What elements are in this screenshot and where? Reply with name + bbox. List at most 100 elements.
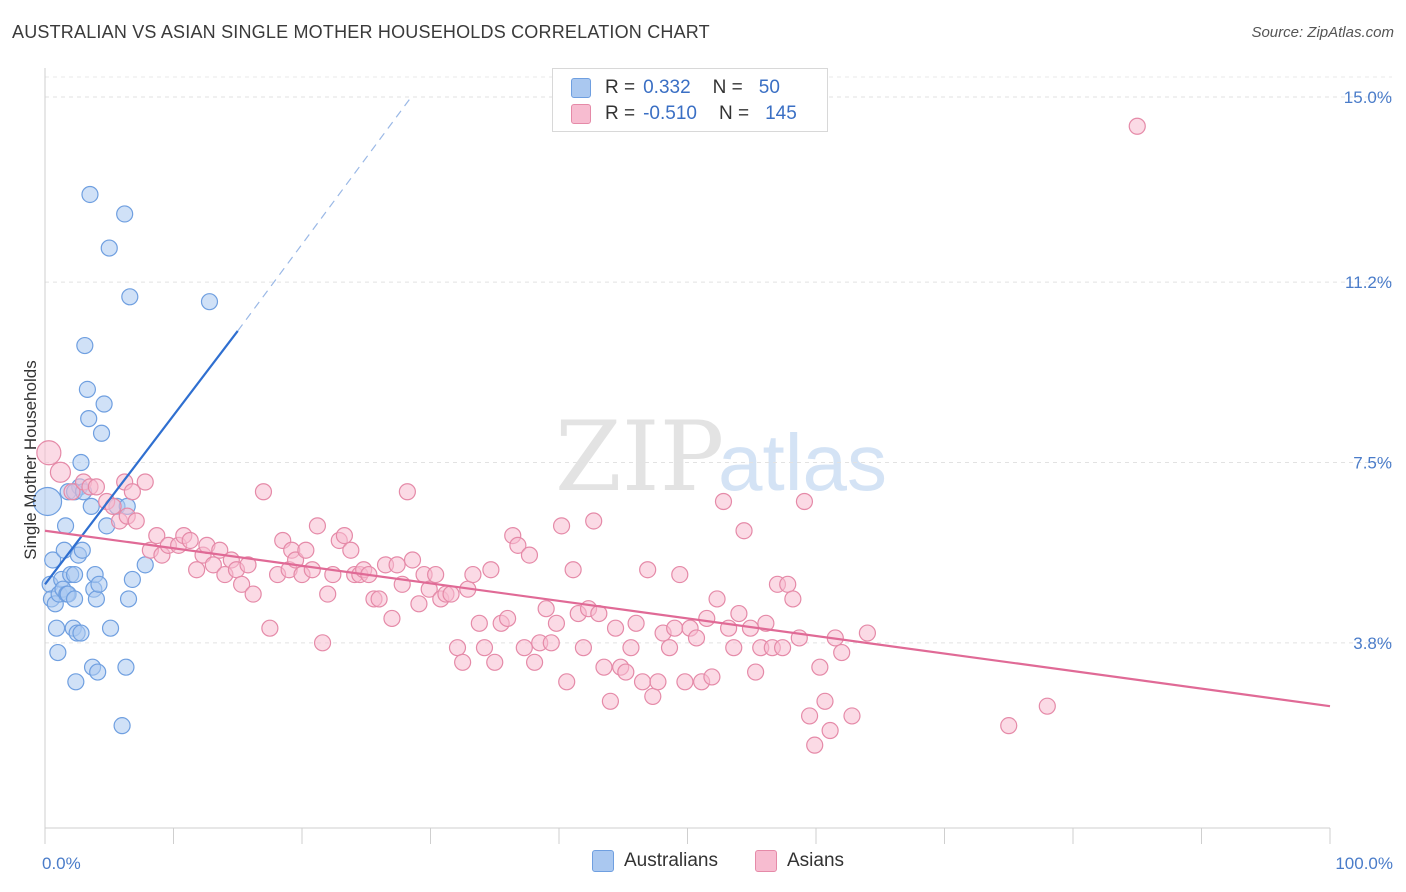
asians-point [795, 492, 814, 511]
y-tick-label: 3.8% [1353, 634, 1392, 653]
asians-point [633, 673, 652, 691]
australians-point [87, 590, 106, 608]
australians-point [116, 205, 134, 223]
asians-point [410, 595, 428, 613]
australians-point [73, 541, 91, 559]
series-label-australians: Australians [624, 850, 718, 871]
legend-r-value: -0.510 [643, 103, 697, 124]
asians-point [454, 653, 472, 671]
asians-point [482, 561, 500, 579]
asians-point [714, 492, 733, 511]
asians-point [703, 668, 721, 686]
asians-point [811, 658, 829, 676]
legend-r-label: R = [605, 77, 636, 98]
series-legend: Australians Asians [0, 850, 1406, 878]
asians-point [843, 707, 861, 725]
asians-point [509, 536, 527, 554]
x-tick-label: 0.0% [42, 854, 81, 873]
chart-title: AUSTRALIAN VS ASIAN SINGLE MOTHER HOUSEH… [12, 22, 710, 42]
legend-n-value: 50 [758, 77, 780, 98]
watermark-atlas: atlas [718, 418, 887, 507]
asians-point [547, 614, 566, 632]
asians-trendline [44, 529, 1331, 708]
asians-point [181, 531, 199, 550]
asians-point [671, 565, 689, 584]
australians-point [80, 410, 98, 428]
australians-point [117, 658, 135, 676]
asians-point [622, 639, 640, 657]
source-credit: Source: ZipAtlas.com [1251, 24, 1394, 41]
asians-point [261, 619, 279, 637]
asians-point [63, 483, 81, 501]
asians-point [552, 517, 571, 535]
australians-point [49, 643, 67, 662]
australians-point [67, 673, 85, 691]
trendlines [44, 96, 1331, 708]
asians-point [757, 614, 775, 632]
correlation-legend: R = 0.332 N = 50 R = -0.510 N = 145 [552, 68, 828, 132]
australians-point [56, 517, 75, 535]
legend-r-label: R = [605, 103, 636, 124]
asians-point [49, 461, 72, 483]
australians-point [78, 380, 97, 398]
australians-point [121, 288, 139, 306]
australians-trendline-extension [237, 96, 412, 332]
y-tick-label: 11.2% [1345, 273, 1392, 292]
legend-row-asians: R = -0.510 N = 145 [571, 102, 797, 126]
australians-trendline [44, 330, 239, 585]
australians-point [136, 556, 154, 574]
asians-point [297, 541, 315, 559]
x-tick-label: 100.0% [1335, 854, 1393, 873]
legend-n-label: N = [718, 103, 750, 124]
asians-point [123, 483, 141, 501]
asians-point [564, 561, 582, 579]
series-legend-australians[interactable]: Australians [592, 850, 718, 872]
asians-point [666, 619, 684, 637]
australians-point [44, 551, 62, 569]
legend-n-value: 145 [765, 103, 797, 124]
asians-point [239, 556, 257, 574]
australians-point [90, 575, 108, 593]
australians-point [65, 565, 84, 584]
asians-point [335, 526, 354, 545]
asians-point [747, 663, 765, 681]
australians-point [72, 624, 90, 642]
asians-point [127, 512, 145, 530]
asians-point [660, 639, 679, 657]
asians-point [735, 522, 753, 540]
asians-point [420, 580, 438, 598]
y-tick-label: 15.0% [1344, 88, 1392, 107]
asians-point [676, 673, 694, 691]
asians-point [303, 561, 321, 579]
asians-point [427, 565, 445, 584]
asians-point [464, 565, 482, 584]
legend-row-australians: R = 0.332 N = 50 [571, 76, 780, 100]
asians-point [730, 604, 748, 623]
asians-point [398, 483, 416, 501]
asians-point [342, 541, 360, 559]
asians-point [475, 639, 494, 657]
asians-point [313, 634, 332, 652]
asians-point [601, 692, 620, 710]
asians-point [708, 590, 726, 608]
asians-point [833, 643, 851, 662]
asians-point [687, 629, 706, 647]
series-swatch-asians [755, 850, 777, 872]
australians-point [200, 293, 219, 311]
australians-point [76, 336, 94, 355]
asians-point [525, 653, 544, 671]
asians-point [784, 590, 802, 608]
series-legend-asians[interactable]: Asians [755, 850, 844, 872]
legend-n-label: N = [712, 77, 743, 98]
series-label-asians: Asians [787, 850, 845, 871]
asians-point [1038, 697, 1056, 715]
asians-point [858, 624, 877, 642]
australians-point [101, 619, 120, 637]
australians-point [123, 570, 141, 589]
asians-point [188, 561, 206, 579]
y-axis-label: Single Mother Households [21, 360, 40, 559]
asians-point [515, 639, 533, 657]
legend-r-value: 0.332 [643, 77, 691, 98]
asians-point [254, 483, 273, 501]
asians-point [617, 663, 635, 681]
